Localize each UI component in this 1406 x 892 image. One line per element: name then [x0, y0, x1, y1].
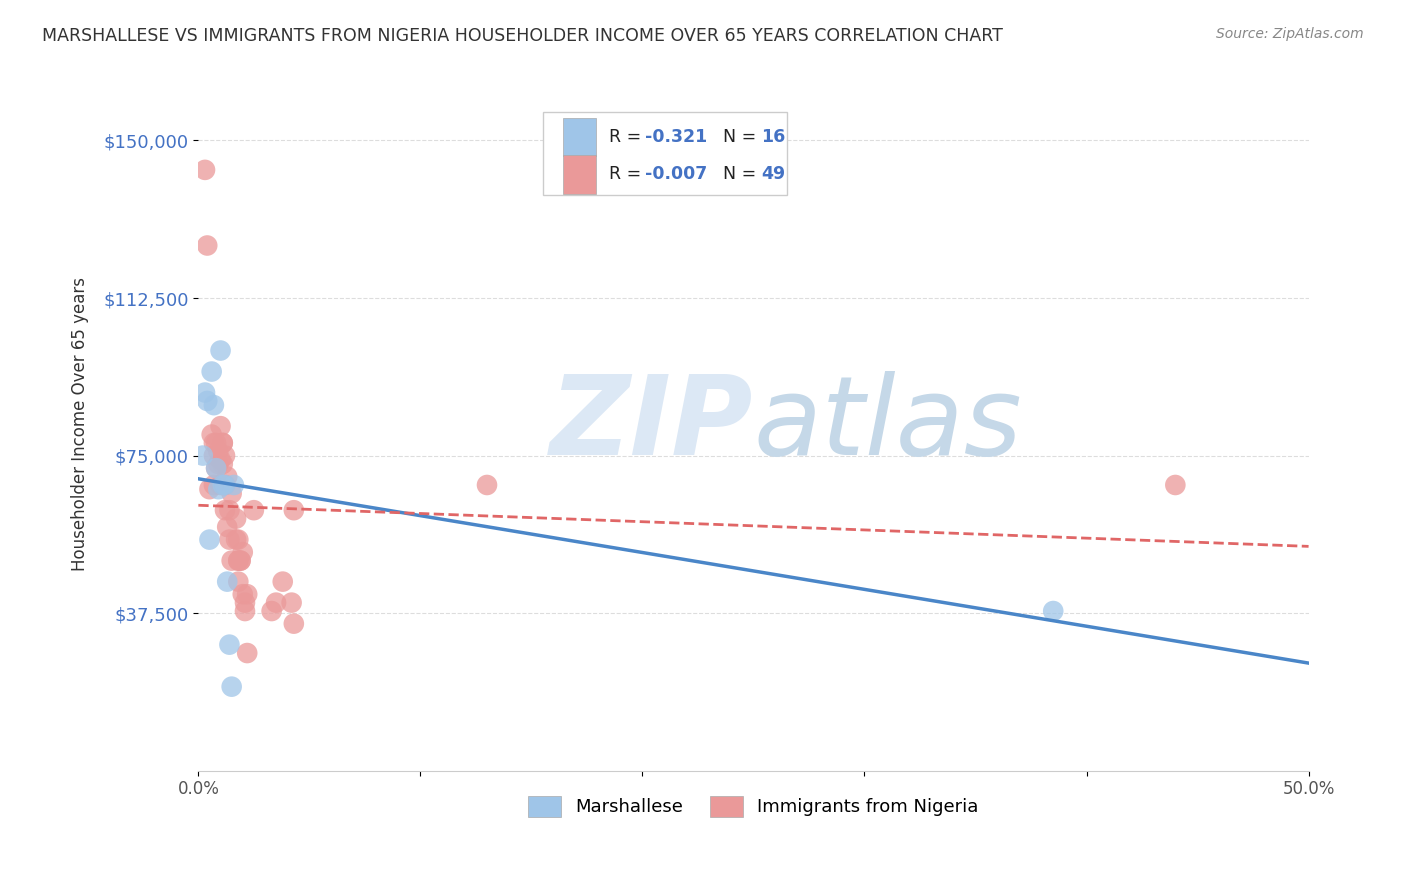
- Text: 49: 49: [761, 166, 786, 184]
- Point: [205, 461, 228, 475]
- Point: [202, 449, 225, 463]
- Point: [243, 503, 266, 517]
- Point: [228, 533, 250, 547]
- Point: [236, 646, 259, 660]
- Point: [211, 478, 233, 492]
- Point: [205, 461, 228, 475]
- Point: [202, 398, 225, 412]
- Point: [1042, 604, 1064, 618]
- Point: [221, 680, 243, 694]
- Point: [194, 162, 217, 177]
- Point: [211, 436, 233, 450]
- Text: Source: ZipAtlas.com: Source: ZipAtlas.com: [1216, 27, 1364, 41]
- Point: [283, 616, 305, 631]
- Point: [221, 486, 243, 500]
- Point: [207, 457, 229, 471]
- Point: [202, 478, 225, 492]
- Point: [195, 394, 218, 409]
- Text: R =: R =: [609, 166, 647, 184]
- Point: [228, 553, 250, 567]
- Point: [194, 385, 217, 400]
- Bar: [562, 155, 596, 194]
- Point: [228, 553, 250, 567]
- Point: [260, 604, 283, 618]
- Point: [232, 545, 254, 559]
- Point: [218, 533, 240, 547]
- Point: [211, 457, 233, 471]
- Point: [205, 436, 228, 450]
- Point: [198, 482, 221, 496]
- Text: -0.007: -0.007: [645, 166, 707, 184]
- Point: [217, 574, 239, 589]
- Text: MARSHALLESE VS IMMIGRANTS FROM NIGERIA HOUSEHOLDER INCOME OVER 65 YEARS CORRELAT: MARSHALLESE VS IMMIGRANTS FROM NIGERIA H…: [42, 27, 1002, 45]
- Point: [1164, 478, 1187, 492]
- Text: R =: R =: [609, 128, 647, 146]
- Point: [283, 503, 305, 517]
- Point: [229, 553, 252, 567]
- Text: N =: N =: [713, 166, 762, 184]
- Point: [195, 238, 218, 252]
- Point: [211, 436, 233, 450]
- Y-axis label: Householder Income Over 65 years: Householder Income Over 65 years: [72, 277, 89, 571]
- Point: [228, 574, 250, 589]
- Point: [201, 365, 224, 379]
- Point: [218, 638, 240, 652]
- Text: ZIP: ZIP: [550, 370, 754, 477]
- Legend: Marshallese, Immigrants from Nigeria: Marshallese, Immigrants from Nigeria: [522, 789, 986, 824]
- Bar: [562, 118, 596, 156]
- Point: [214, 478, 236, 492]
- Point: [233, 604, 256, 618]
- Point: [207, 444, 229, 458]
- Point: [209, 452, 232, 467]
- Point: [475, 478, 498, 492]
- Text: 16: 16: [761, 128, 786, 146]
- Point: [217, 520, 239, 534]
- Point: [214, 478, 236, 492]
- Point: [271, 574, 294, 589]
- Point: [209, 478, 232, 492]
- Point: [236, 587, 259, 601]
- Text: -0.321: -0.321: [645, 128, 707, 146]
- Point: [207, 482, 229, 496]
- Point: [217, 469, 239, 483]
- Text: N =: N =: [713, 128, 762, 146]
- Point: [191, 449, 214, 463]
- Point: [221, 553, 243, 567]
- Point: [225, 511, 247, 525]
- Point: [214, 449, 236, 463]
- Point: [198, 533, 221, 547]
- Point: [201, 427, 224, 442]
- Point: [233, 596, 256, 610]
- Point: [214, 503, 236, 517]
- Point: [232, 587, 254, 601]
- Text: atlas: atlas: [754, 370, 1022, 477]
- Point: [218, 503, 240, 517]
- Point: [280, 596, 302, 610]
- Point: [229, 553, 252, 567]
- Bar: [543, 112, 787, 195]
- Point: [222, 478, 245, 492]
- Point: [264, 596, 287, 610]
- Point: [209, 419, 232, 434]
- Point: [209, 343, 232, 358]
- Point: [225, 533, 247, 547]
- Point: [202, 436, 225, 450]
